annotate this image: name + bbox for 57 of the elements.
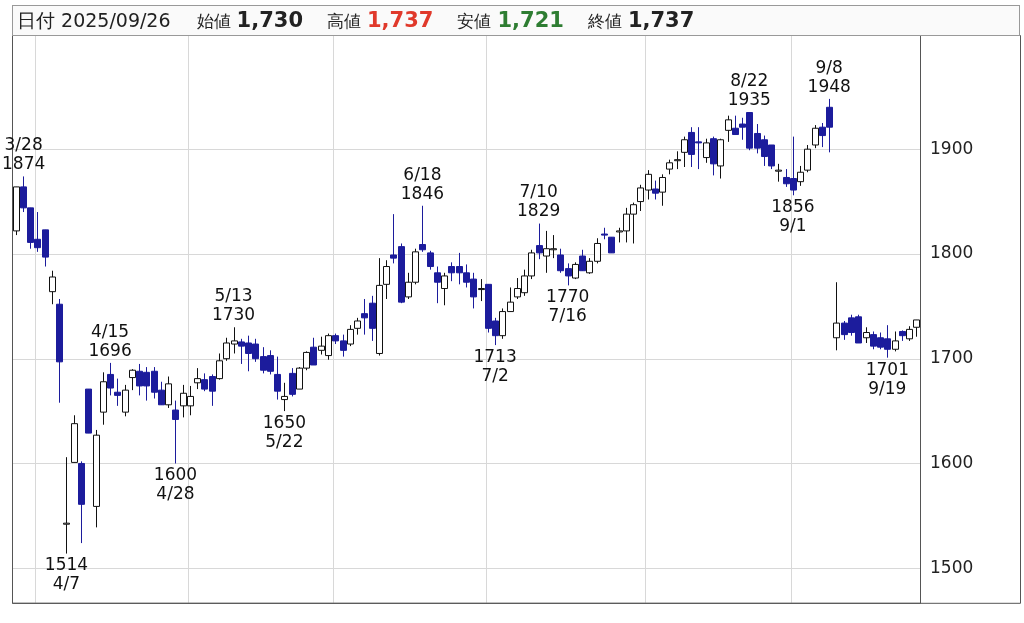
candlestick — [347, 324, 354, 347]
annotation: 1514 4/7 — [44, 554, 89, 594]
annotation: 4/15 1696 — [88, 320, 132, 360]
annotation: 6/18 1846 — [400, 163, 445, 203]
y-tick-label: 1900 — [930, 137, 974, 158]
y-tick-label: 1700 — [930, 347, 974, 368]
candlestick — [419, 205, 426, 253]
candlestick — [107, 362, 114, 396]
annotation: 5/13 1730 — [211, 285, 256, 325]
text: 安値 1,721 — [457, 8, 564, 33]
y-tick-label: 1800 — [930, 242, 974, 263]
candlestick — [49, 270, 56, 305]
annotation: 8/22 1935 — [727, 70, 771, 110]
candlestick — [165, 376, 172, 409]
annotation: 1856 9/1 — [771, 196, 815, 236]
candlestick — [892, 330, 899, 352]
candlestick — [652, 180, 659, 200]
candlestick — [281, 382, 288, 412]
candlestick — [725, 115, 732, 143]
candlestick — [732, 115, 739, 136]
candlestick — [194, 367, 201, 390]
candlestick — [114, 378, 121, 407]
text: 始値 1,730 — [196, 8, 303, 33]
annotation: 1600 4/28 — [153, 464, 198, 504]
candlestick — [434, 266, 441, 304]
candlestick — [804, 144, 811, 173]
candlestick — [579, 249, 586, 272]
chart-title: 日付 2025/09/26 — [17, 7, 171, 33]
candlestick — [659, 173, 666, 207]
annotation: 1713 7/2 — [473, 346, 517, 386]
candlestick — [441, 272, 448, 306]
y-tick-label: 1500 — [930, 556, 974, 577]
candlestick — [63, 456, 70, 555]
y-tick-label: 1600 — [930, 451, 974, 472]
candlestick — [427, 250, 434, 271]
candlestick — [536, 223, 543, 260]
candlestick — [289, 367, 296, 397]
candlestick — [833, 281, 840, 351]
candlestick — [172, 400, 179, 464]
candlestick — [122, 384, 129, 417]
text: 高値 1,737 — [327, 8, 434, 33]
candlestick — [703, 138, 710, 164]
candlestick — [383, 259, 390, 300]
candlestick — [310, 337, 317, 366]
annotation: 1701 9/19 — [865, 358, 909, 398]
annotation: 7/10 1829 — [517, 181, 561, 221]
candlestick — [274, 356, 281, 401]
candlestick — [681, 136, 688, 168]
annotation: 1770 7/16 — [546, 286, 590, 326]
annotation: 1650 5/22 — [262, 412, 307, 452]
annotation: 9/8 1948 — [807, 56, 851, 96]
candlestick — [812, 124, 819, 149]
text: 終値 1,737 — [587, 8, 695, 33]
candlestick — [216, 352, 223, 381]
candlestick — [797, 165, 804, 187]
candlestick — [129, 368, 136, 391]
candlestick — [478, 278, 485, 302]
